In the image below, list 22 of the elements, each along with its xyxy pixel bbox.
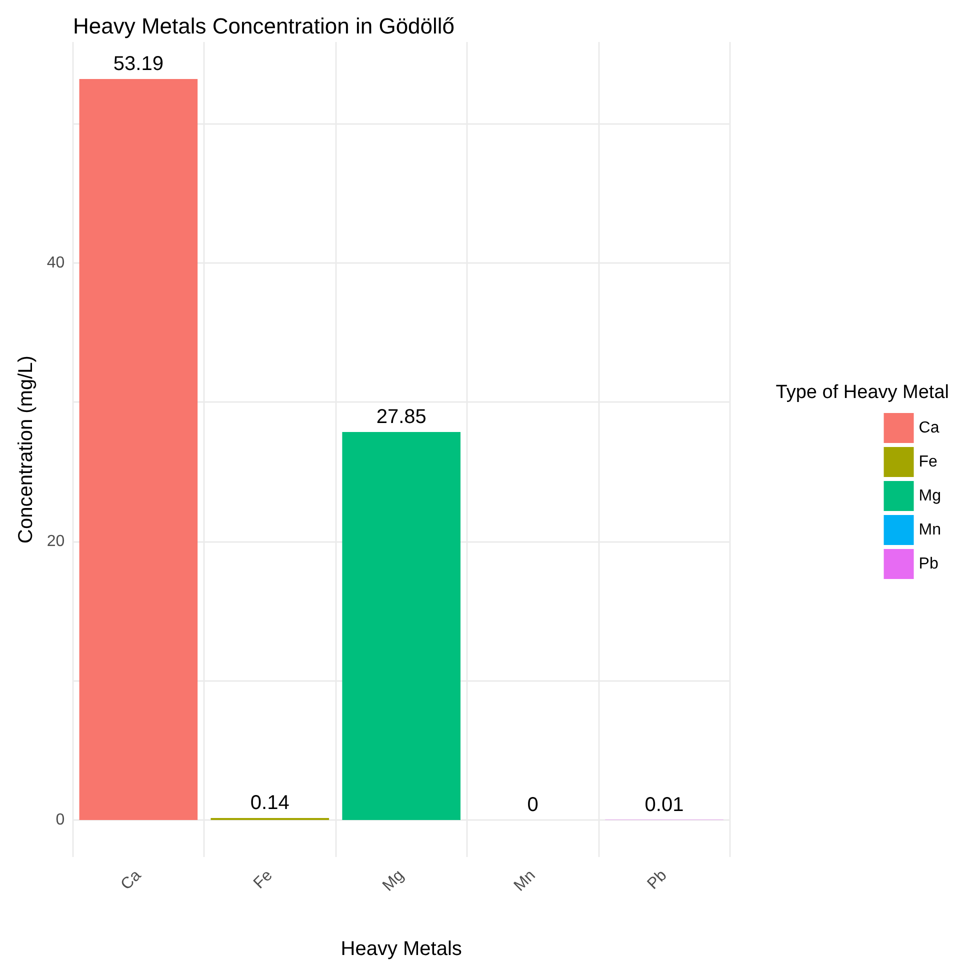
legend-label: Mg <box>918 488 942 504</box>
y-axis-title: Concentration (mg/L) <box>15 356 37 544</box>
y-tick-label: 40 <box>46 254 65 272</box>
legend-label: Mn <box>918 522 942 538</box>
y-tick-label: 0 <box>56 811 65 828</box>
data-label: 27.85 <box>376 406 426 428</box>
x-tick-label: Pb <box>644 866 670 893</box>
x-tick-label: Mn <box>511 866 539 895</box>
y-tick-label: 20 <box>46 532 65 550</box>
legend-label: Fe <box>918 454 938 470</box>
data-label: 0 <box>527 794 538 816</box>
data-label: 0.14 <box>250 792 290 814</box>
x-axis-title: Heavy Metals <box>340 938 462 960</box>
legend-title: Type of Heavy Metal <box>776 382 950 403</box>
x-tick-label: Ca <box>118 866 145 894</box>
chart-title: Heavy Metals Concentration in Gödöllő <box>73 14 455 38</box>
x-tick-label: Fe <box>250 866 276 892</box>
legend-label: Ca <box>918 420 940 436</box>
data-label: 53.19 <box>113 53 164 76</box>
data-label: 0.01 <box>644 794 684 816</box>
legend-label: Pb <box>918 556 938 572</box>
x-tick-label: Mg <box>380 866 408 895</box>
